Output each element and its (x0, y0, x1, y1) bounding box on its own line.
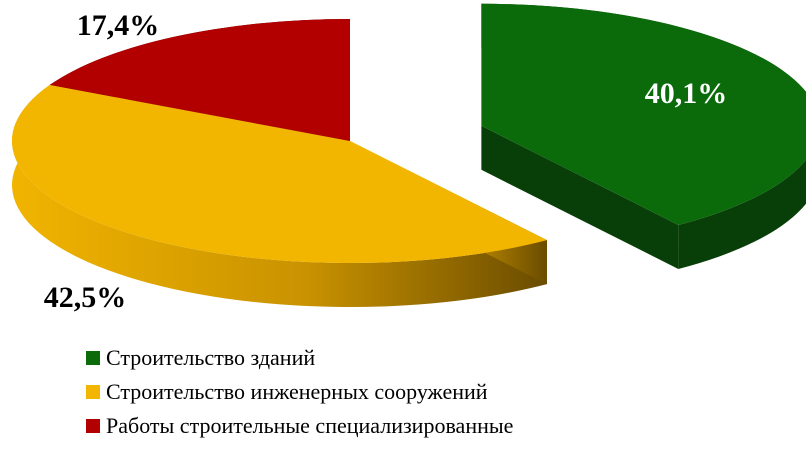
legend-item: Строительство инженерных сооружений (86, 377, 513, 407)
legend-label: Строительство инженерных сооружений (106, 379, 488, 404)
slice-specialized (49, 19, 351, 141)
data-label: 17,4% (77, 9, 160, 42)
legend-swatch-green (86, 351, 100, 365)
legend-swatch-gold (86, 385, 100, 399)
legend-swatch-red (86, 419, 100, 433)
slice-engineering (12, 84, 547, 263)
legend-item: Строительство зданий (86, 343, 513, 373)
data-label: 40,1% (645, 77, 728, 110)
legend-item: Работы строительные специализированные (86, 411, 513, 441)
slice-engineering-side (12, 84, 547, 307)
slice-building-cut-face (481, 125, 679, 269)
slice-building (481, 3, 806, 225)
legend-label: Работы строительные специализированные (106, 413, 514, 438)
data-label: 42,5% (44, 281, 127, 314)
legend: Строительство зданий Строительство инжен… (86, 343, 513, 445)
legend-label: Строительство зданий (106, 345, 316, 370)
